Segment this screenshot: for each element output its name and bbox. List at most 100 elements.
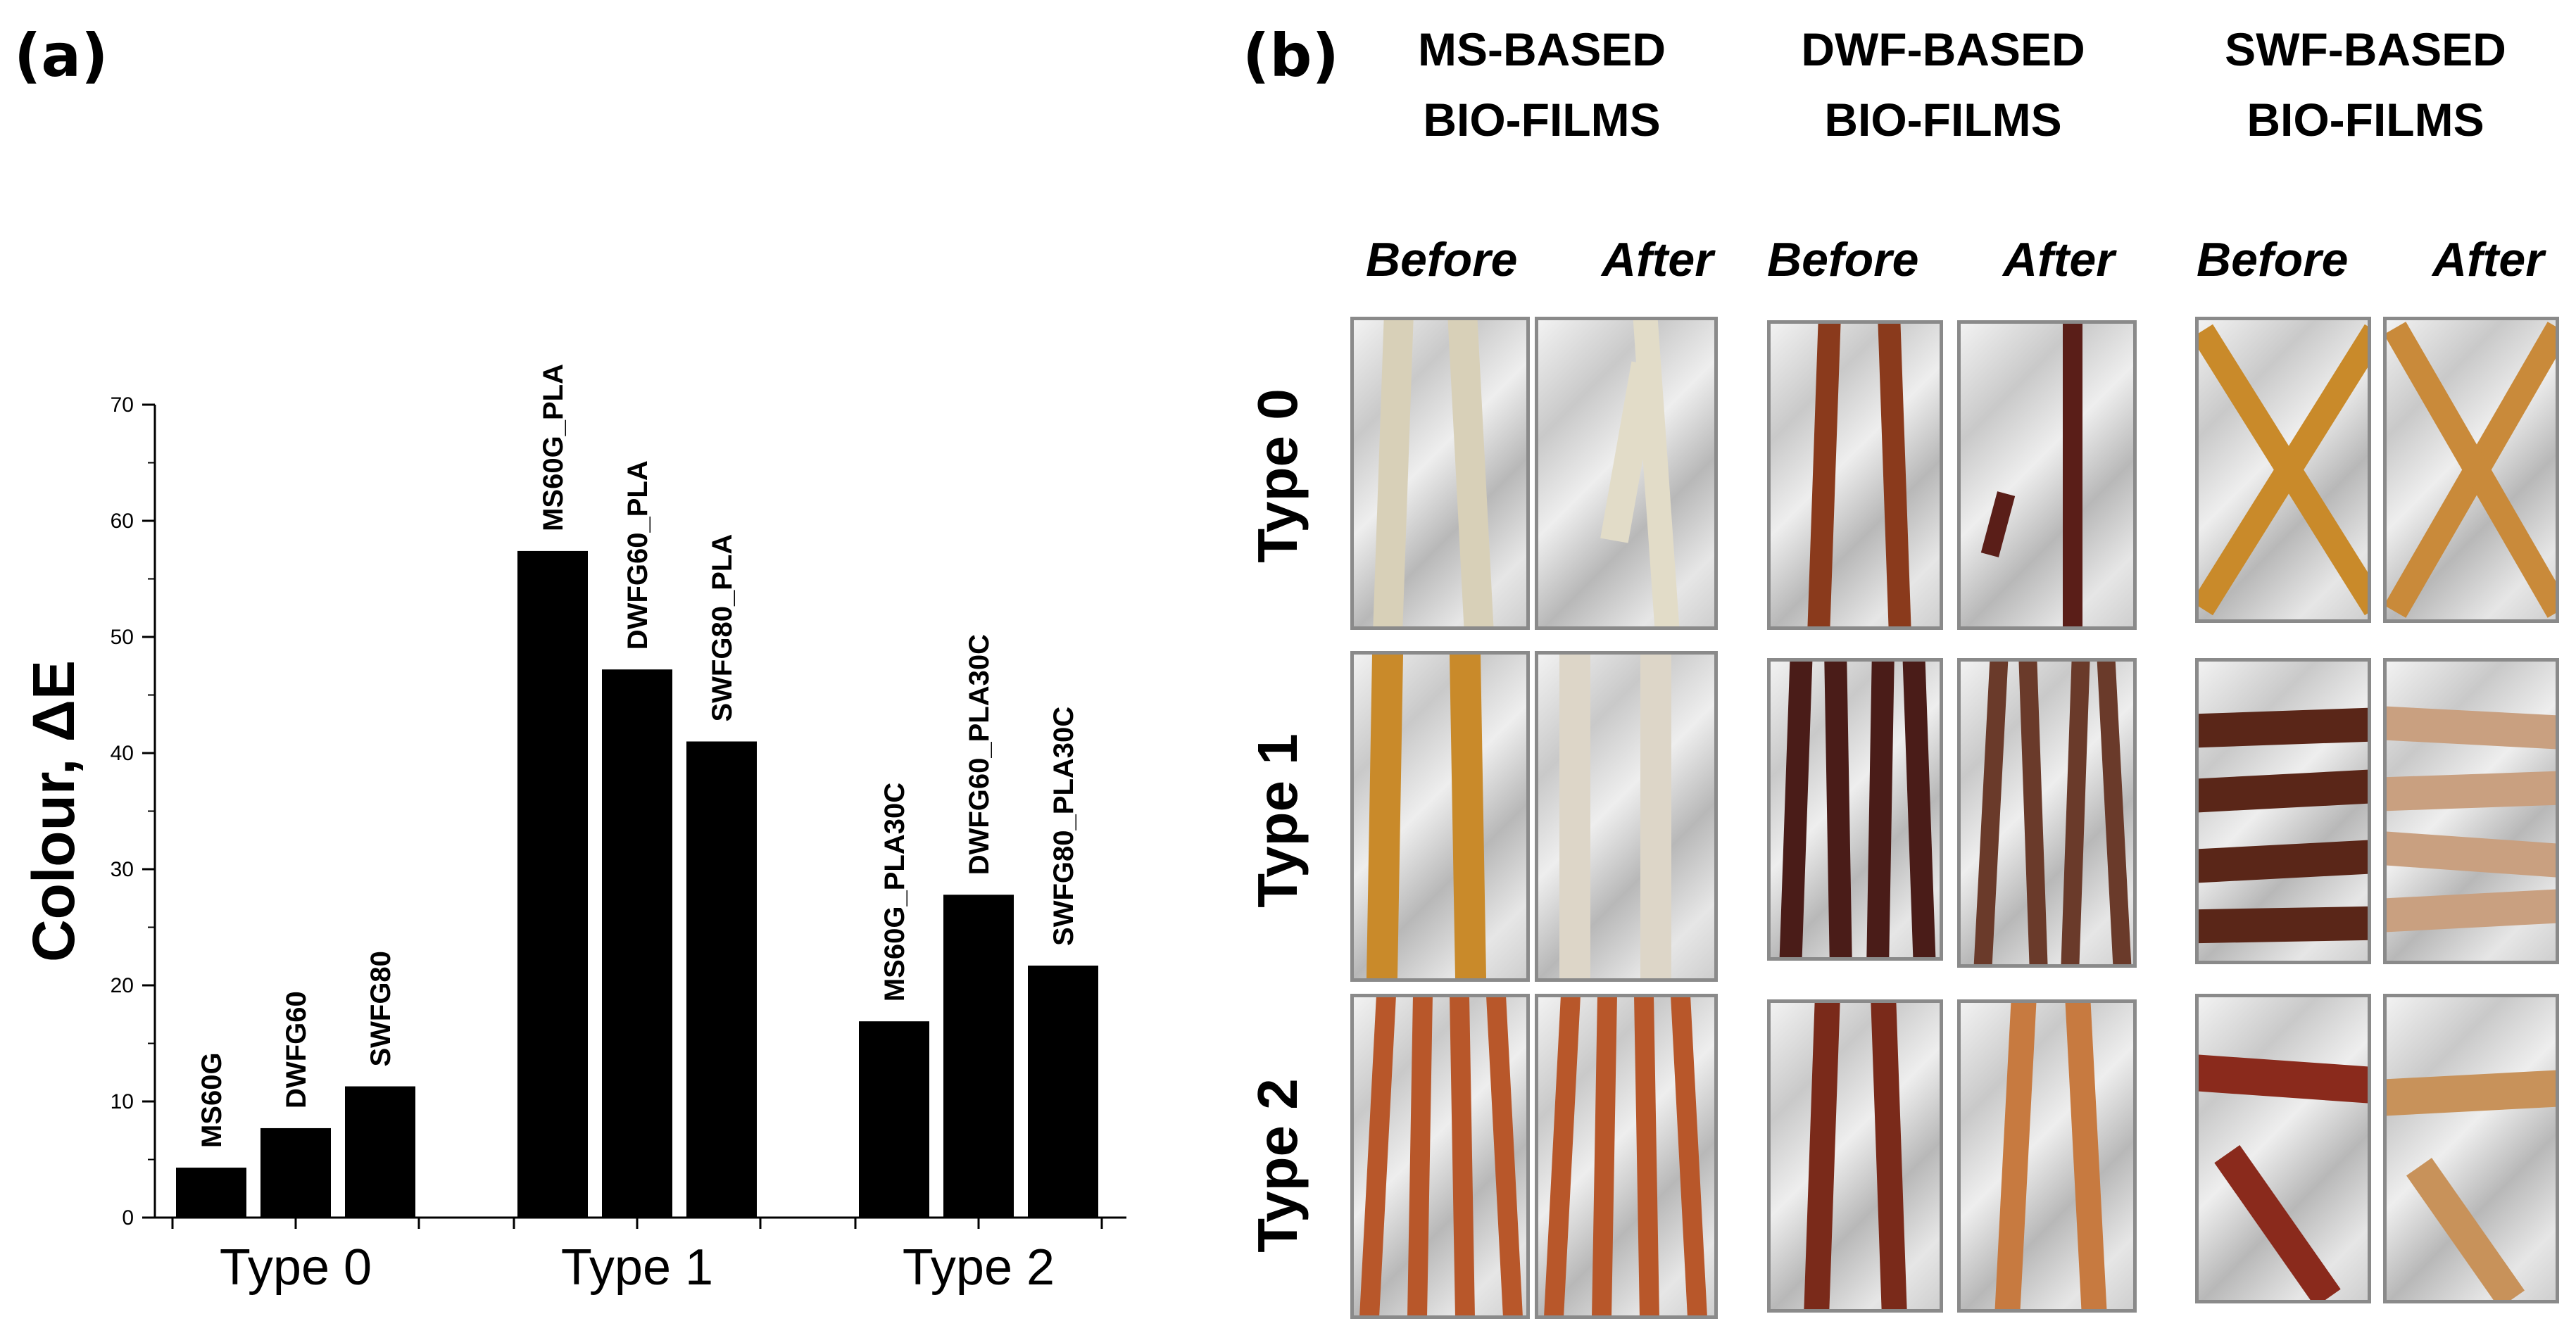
- film-strip: [2387, 1070, 2556, 1116]
- bar: [345, 1086, 415, 1218]
- photo-swf-type0-before: [2195, 317, 2371, 623]
- photo-swf-type1-before: [2195, 658, 2371, 964]
- y-tick-label: 60: [111, 510, 134, 533]
- y-tick-label: 50: [111, 626, 134, 649]
- bar-data-label: MS60G_PLA: [538, 364, 569, 531]
- x-tick-label: Type 0: [220, 1239, 372, 1296]
- photo-dwf-type0-before: [1767, 320, 1943, 630]
- photo-ms-type1-after: [1535, 651, 1718, 982]
- photo-swf-type2-after: [2383, 994, 2559, 1303]
- bar: [517, 550, 588, 1218]
- phase-label-after: After: [2432, 233, 2544, 286]
- film-strip: [2199, 707, 2368, 748]
- film-strip: [2199, 1054, 2368, 1104]
- row-label-type1: Type 1: [1246, 733, 1309, 908]
- phase-label-after: After: [1602, 233, 1714, 286]
- bar: [602, 669, 672, 1218]
- column-header-line1: SWF-BASED: [2225, 23, 2506, 75]
- y-tick-label: 10: [111, 1090, 134, 1113]
- photo-ms-type0-before: [1350, 317, 1530, 630]
- film-strip: [1823, 662, 1853, 957]
- bar: [1028, 965, 1098, 1218]
- film-strip: [1778, 662, 1814, 957]
- film-strip: [1449, 997, 1476, 1315]
- y-tick-label: 20: [111, 974, 134, 997]
- bar: [943, 895, 1014, 1218]
- column-header-dwf: DWF-BASED BIO-FILMS: [1760, 14, 2126, 155]
- film-strip: [2387, 889, 2556, 933]
- bar-data-label: MS60G: [196, 1052, 227, 1148]
- film-strip: [1994, 1003, 2037, 1309]
- column-header-line2: BIO-FILMS: [2247, 94, 2484, 146]
- film-strip: [2064, 1003, 2108, 1309]
- film-strip: [2063, 324, 2082, 626]
- x-tick-label: Type 2: [903, 1239, 1055, 1296]
- bar-data-label: MS60G_PLA30C: [879, 783, 910, 1002]
- film-strip: [2406, 1158, 2525, 1300]
- film-strip: [1670, 997, 1708, 1315]
- film-strip: [1870, 1003, 1908, 1309]
- film-strip: [2096, 662, 2132, 964]
- column-header-swf: SWF-BASED BIO-FILMS: [2182, 14, 2549, 155]
- bar-data-label: DWFG60_PLA: [622, 460, 653, 650]
- bar: [176, 1168, 246, 1218]
- row-label-type0: Type 0: [1246, 388, 1309, 563]
- column-header-line2: BIO-FILMS: [1423, 94, 1661, 146]
- film-strip: [1485, 997, 1523, 1315]
- bar-chart: 0 10 20 30 40 50 60 70 Colour, ΔE MS60G DWFG60 SWFG…: [20, 364, 1126, 1296]
- y-tick-label: 30: [111, 858, 134, 881]
- x-tick-label: Type 1: [561, 1239, 713, 1296]
- film-strip: [1807, 324, 1842, 626]
- film-strip: [1640, 655, 1671, 978]
- film-strip: [1543, 997, 1581, 1315]
- film-strip: [2199, 906, 2368, 944]
- film-strip: [1866, 662, 1895, 957]
- photo-swf-type1-after: [2383, 658, 2559, 964]
- y-tick-label: 40: [111, 742, 134, 765]
- bar: [859, 1021, 929, 1218]
- film-strip: [1803, 1003, 1841, 1309]
- row-label-type2: Type 2: [1246, 1078, 1309, 1253]
- photo-dwf-type1-after: [1957, 658, 2137, 968]
- photo-swf-type0-after: [2383, 317, 2559, 623]
- phase-label-before: Before: [1767, 233, 1919, 286]
- film-strip: [1633, 997, 1660, 1315]
- bar-data-label: SWFG80_PLA: [707, 534, 738, 722]
- film-strip: [1980, 491, 2016, 557]
- film-strip: [1407, 997, 1433, 1315]
- film-strip: [1366, 655, 1404, 978]
- film-strip: [1372, 320, 1414, 626]
- bar: [260, 1127, 331, 1218]
- film-strip: [1359, 997, 1397, 1315]
- photo-ms-type0-after: [1535, 317, 1718, 630]
- film-strip: [1877, 324, 1912, 626]
- film-strip: [2199, 769, 2368, 813]
- y-tick-label: 0: [122, 1206, 134, 1230]
- photo-swf-type2-before: [2195, 994, 2371, 1303]
- photo-dwf-type2-after: [1957, 999, 2137, 1313]
- panel-a-label: (a): [14, 21, 108, 90]
- phase-label-before: Before: [1366, 233, 1518, 286]
- film-strip: [2018, 662, 2049, 964]
- column-header-line1: MS-BASED: [1417, 23, 1666, 75]
- column-header-line1: DWF-BASED: [1801, 23, 2085, 75]
- photo-dwf-type0-after: [1957, 320, 2137, 630]
- film-strip: [1902, 662, 1937, 957]
- film-strip: [2387, 706, 2556, 750]
- film-strip: [1973, 662, 2009, 964]
- film-strip: [1559, 655, 1590, 978]
- bar-data-label: DWFG60: [281, 991, 312, 1108]
- column-header-line2: BIO-FILMS: [1824, 94, 2062, 146]
- bar-data-label: SWFG80: [365, 951, 396, 1066]
- film-strip: [1447, 320, 1495, 626]
- panel-b-label: (b): [1243, 21, 1339, 90]
- photo-ms-type2-before: [1350, 994, 1530, 1319]
- bar: [686, 741, 757, 1218]
- phase-label-before: Before: [2197, 233, 2349, 286]
- photo-dwf-type1-before: [1767, 658, 1943, 961]
- phase-label-after: After: [2003, 233, 2115, 286]
- film-strip: [2214, 1144, 2341, 1300]
- photo-ms-type1-before: [1350, 651, 1530, 982]
- bar-data-label: DWFG60_PLA30C: [964, 634, 995, 875]
